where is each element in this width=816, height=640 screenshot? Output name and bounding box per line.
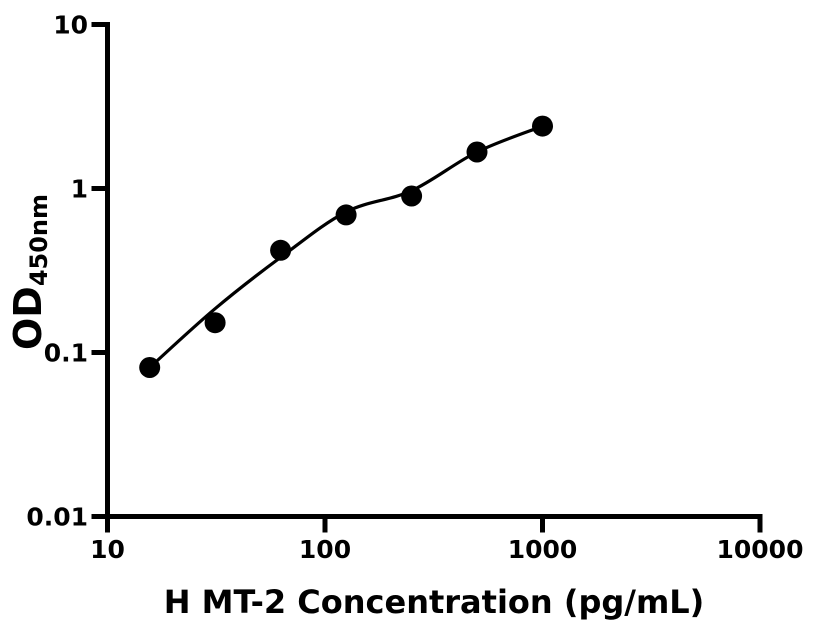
- y-tick-label-10: 10: [53, 11, 88, 40]
- axes: [105, 22, 763, 519]
- x-axis-title: H MT-2 Concentration (pg/mL): [164, 583, 705, 621]
- data-point-marker: [335, 204, 357, 226]
- y-tick-label-0-01: 0.01: [26, 503, 88, 532]
- x-tick-label-1000: 1000: [508, 535, 578, 564]
- x-tick-label-10000: 10000: [717, 535, 804, 564]
- data-point-marker: [466, 141, 488, 163]
- y-tick-label-0-1: 0.1: [44, 339, 88, 368]
- x-axis-ticks: [105, 516, 763, 533]
- y-axis-title: OD450nm: [6, 194, 53, 350]
- data-point-marker: [204, 312, 226, 334]
- data-point-marker: [270, 239, 292, 261]
- data-point-markers: [139, 115, 553, 378]
- data-point-marker: [401, 185, 423, 207]
- y-axis-title-main: OD: [6, 286, 50, 350]
- fitted-curve-line: [148, 124, 544, 369]
- y-axis-ticks: [91, 22, 108, 519]
- data-point-marker: [139, 357, 161, 378]
- y-axis-title-subscript: 450nm: [25, 194, 53, 286]
- data-point-marker: [532, 115, 553, 137]
- x-tick-label-10: 10: [90, 535, 125, 564]
- x-tick-label-100: 100: [299, 535, 351, 564]
- y-axis-tick-labels: 10 1 0.1 0.01: [26, 11, 88, 532]
- x-axis-tick-labels: 10 100 1000 10000: [90, 535, 803, 564]
- y-tick-label-1: 1: [71, 175, 88, 204]
